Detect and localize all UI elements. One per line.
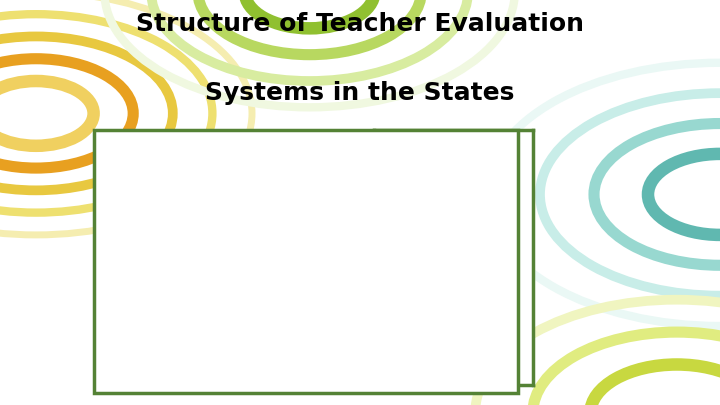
Wedge shape: [197, 156, 223, 263]
Text: Single statewide
system: Single statewide system: [401, 148, 488, 170]
Wedge shape: [223, 254, 330, 360]
Text: 27: 27: [156, 274, 180, 292]
Text: Presumptive state
model: Presumptive state model: [401, 207, 496, 228]
FancyBboxPatch shape: [381, 352, 392, 369]
FancyBboxPatch shape: [381, 150, 392, 168]
Wedge shape: [117, 160, 268, 370]
Text: State provides
guidelines/criteria/op
tional model: State provides guidelines/criteria/op ti…: [401, 273, 513, 306]
Wedge shape: [223, 156, 330, 263]
Text: 12: 12: [254, 207, 279, 225]
Text: Structure of Teacher Evaluation: Structure of Teacher Evaluation: [136, 12, 584, 36]
Text: 2: 2: [205, 161, 218, 179]
Text: 10: 10: [277, 293, 302, 311]
FancyBboxPatch shape: [381, 280, 392, 298]
Text: Systems in the States: Systems in the States: [205, 81, 515, 105]
FancyBboxPatch shape: [381, 209, 392, 226]
Text: State has no
statewide
specifications: State has no statewide specifications: [401, 344, 473, 377]
